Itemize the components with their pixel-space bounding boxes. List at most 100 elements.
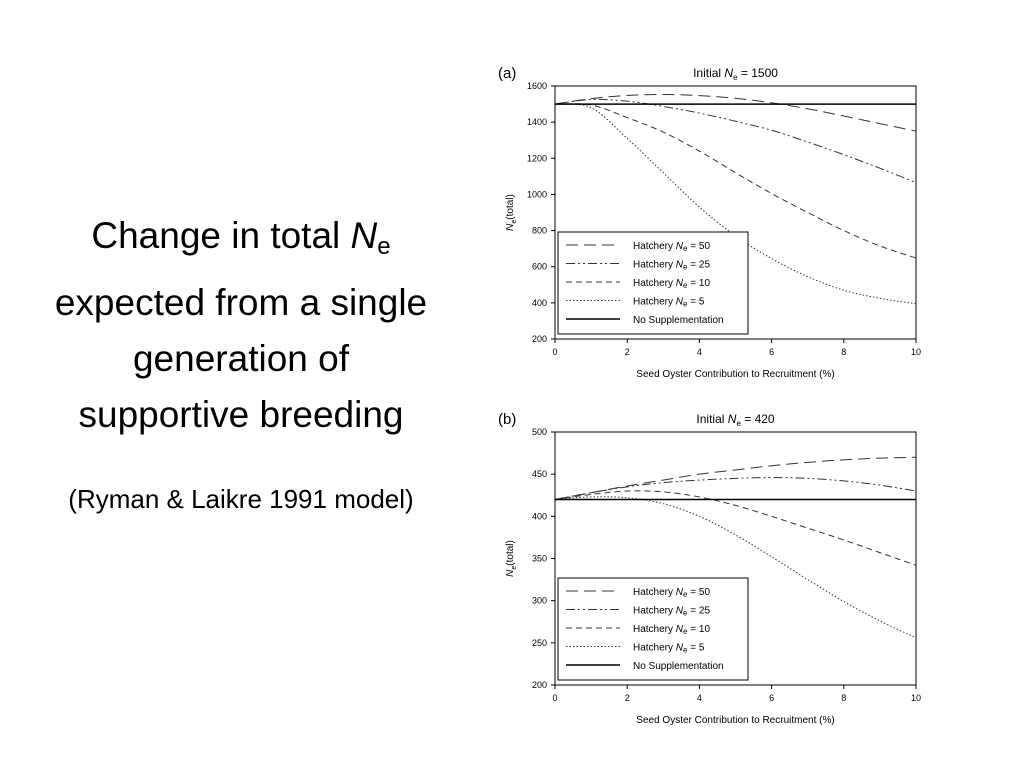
x-tick-label: 4: [697, 347, 702, 357]
chart-panel-1: (b) Initial Ne = 420 0 2 4 6 8 10 200 250 300 350 40…: [498, 411, 921, 726]
legend-label-sub: e: [683, 300, 688, 309]
series-line-1: [555, 477, 916, 500]
chart-title-symbol: N: [728, 412, 737, 426]
y-tick-label: 250: [532, 638, 547, 648]
legend-label-suffix: = 10: [687, 624, 710, 635]
y-axis-label-suffix: (total): [505, 194, 516, 220]
y-axis-label-sub: e: [511, 220, 518, 224]
legend-label-3: Hatchery Ne = 5: [633, 643, 705, 655]
legend-label-0: Hatchery Ne = 50: [633, 241, 710, 253]
y-tick-label: 500: [532, 427, 547, 437]
title-line1: Change in total: [91, 215, 341, 256]
y-tick-label: 400: [532, 298, 547, 308]
chart-title-suffix: = 1500: [738, 66, 779, 80]
chart-title-prefix: Initial: [696, 412, 727, 426]
y-tick-label: 800: [532, 226, 547, 236]
x-tick-label: 10: [911, 693, 921, 703]
legend-label-4: No Supplementation: [633, 661, 724, 672]
legend-label-0: Hatchery Ne = 50: [633, 587, 710, 599]
legend-label-prefix: Hatchery: [633, 241, 676, 252]
x-tick-label: 6: [769, 347, 774, 357]
series-line-3: [555, 496, 916, 639]
legend-label-symbol: N: [676, 297, 684, 308]
x-axis-label: Seed Oyster Contribution to Recruitment …: [636, 715, 834, 726]
x-tick-label: 8: [841, 347, 846, 357]
panel-label: (a): [498, 65, 516, 82]
series-line-0: [555, 93, 916, 132]
legend-label-prefix: Hatchery: [633, 587, 676, 598]
y-tick-label: 1600: [527, 81, 547, 91]
y-axis-label-sub: e: [511, 566, 518, 570]
legend-label-3: Hatchery Ne = 5: [633, 297, 705, 309]
y-tick-label: 200: [532, 680, 547, 690]
legend-label-sub: e: [683, 646, 688, 655]
legend-label-symbol: N: [676, 624, 684, 635]
x-tick-label: 0: [552, 347, 557, 357]
y-tick-label: 1200: [527, 153, 547, 163]
legend-label-prefix: Hatchery: [633, 624, 676, 635]
legend-label-symbol: N: [676, 260, 684, 271]
chart-title: Initial Ne = 1500: [693, 66, 778, 82]
legend-label-4: No Supplementation: [633, 315, 724, 326]
x-tick-label: 10: [911, 347, 921, 357]
legend-label-prefix: Hatchery: [633, 606, 676, 617]
series-line-2: [555, 490, 916, 566]
x-tick-label: 2: [625, 347, 630, 357]
legend-label-suffix: = 50: [687, 587, 710, 598]
series-line-2: [555, 103, 916, 259]
series-line-0: [555, 456, 916, 500]
y-tick-label: 450: [532, 469, 547, 479]
x-tick-label: 0: [552, 693, 557, 703]
legend-label-2: Hatchery Ne = 10: [633, 278, 710, 290]
legend-label-suffix: = 5: [687, 297, 704, 308]
legend-box: [557, 577, 749, 681]
legend-label-sub: e: [683, 627, 688, 636]
legend-label-prefix: Hatchery: [633, 297, 676, 308]
chart-title: Initial Ne = 420: [696, 412, 775, 428]
title-line4: supportive breeding: [78, 394, 404, 435]
legend-label-sub: e: [683, 263, 688, 272]
x-axis-label: Seed Oyster Contribution to Recruitment …: [636, 369, 834, 380]
legend-label-sub: e: [683, 609, 688, 618]
x-tick-label: 2: [625, 693, 630, 703]
title-symbol-sub: e: [377, 233, 391, 260]
legend-label-symbol: N: [676, 241, 684, 252]
chart-title-symbol: N: [724, 66, 733, 80]
x-tick-label: 8: [841, 693, 846, 703]
legend-label-2: Hatchery Ne = 10: [633, 624, 710, 636]
slide-subtitle: (Ryman & Laikre 1991 model): [68, 484, 414, 514]
legend-label-sub: e: [683, 244, 688, 253]
legend-label-suffix: = 50: [687, 241, 710, 252]
legend-label-suffix: = 10: [687, 278, 710, 289]
legend-label-symbol: N: [676, 643, 684, 654]
y-tick-label: 400: [532, 511, 547, 521]
legend-label-suffix: = 5: [687, 643, 704, 654]
legend-label-prefix: Hatchery: [633, 278, 676, 289]
legend-label-prefix: Hatchery: [633, 260, 676, 271]
slide-title: Change in total Ne expected from a singl…: [10, 208, 472, 443]
title-line3: generation of: [132, 338, 349, 379]
series-line-1: [555, 98, 916, 184]
title-line2: expected from a single: [54, 282, 428, 323]
legend-label-suffix: = 25: [687, 606, 710, 617]
x-tick-label: 4: [697, 693, 702, 703]
y-axis-label-symbol: N: [505, 569, 516, 577]
x-tick-label: 6: [769, 693, 774, 703]
chart-title-suffix: = 420: [741, 412, 775, 426]
y-tick-label: 200: [532, 334, 547, 344]
y-axis-label: Ne(total): [505, 194, 518, 231]
y-tick-label: 300: [532, 596, 547, 606]
legend-label-symbol: N: [676, 278, 684, 289]
legend-label-1: Hatchery Ne = 25: [633, 260, 710, 272]
legend-label-suffix: = 25: [687, 260, 710, 271]
chart-title-sub: e: [733, 73, 738, 82]
legend-label-sub: e: [683, 281, 688, 290]
legend-label-1: Hatchery Ne = 25: [633, 606, 710, 618]
y-tick-label: 1000: [527, 189, 547, 199]
y-axis-label: Ne(total): [505, 540, 518, 577]
y-tick-label: 600: [532, 262, 547, 272]
y-axis-label-suffix: (total): [505, 540, 516, 566]
chart-title-prefix: Initial: [693, 66, 724, 80]
chart-panel-0: (a) Initial Ne = 1500 0 2 4 6 8 10 200 400 600 800 1…: [498, 65, 921, 380]
